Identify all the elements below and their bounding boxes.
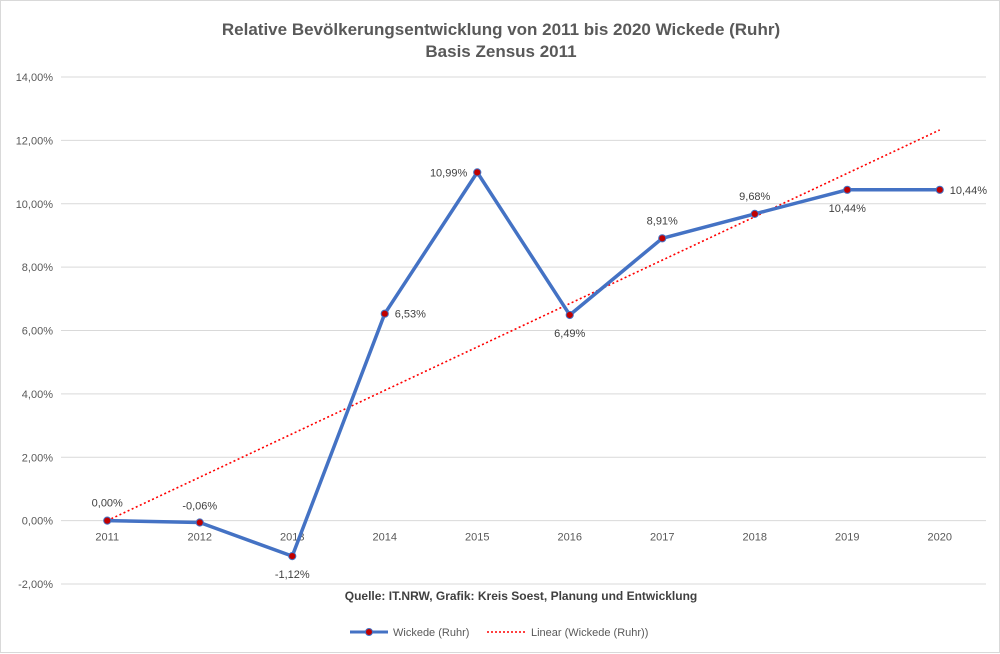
series-wickede (103, 168, 944, 561)
data-point (658, 234, 667, 243)
data-label: 0,00% (92, 498, 123, 510)
data-point (195, 518, 204, 527)
x-tick-label: 2011 (95, 532, 119, 544)
y-tick-label: 2,00% (22, 452, 53, 464)
data-label: 9,68% (739, 191, 770, 203)
x-tick-label: 2020 (928, 532, 952, 544)
y-tick-label: 12,00% (16, 135, 54, 147)
data-label: 10,44% (829, 203, 867, 215)
y-tick-label: 0,00% (22, 516, 53, 528)
series-line (107, 170, 940, 558)
x-tick-label: 2016 (558, 532, 582, 544)
data-label: 10,44% (950, 185, 988, 197)
x-axis-ticks: 2011 2012 2013 2014 2015 2016 2017 2018 2019 2020 (95, 532, 952, 544)
data-labels: 0,00% -0,06% -1,12% 6,53% 10,99% 6,49% 8,91% 9,… (92, 167, 988, 581)
x-tick-label: 2014 (373, 532, 397, 544)
data-label: -1,12% (275, 569, 310, 581)
data-point (750, 209, 759, 218)
legend-trend-label: Linear (Wickede (Ruhr)) (531, 627, 648, 639)
y-tick-label: 8,00% (22, 262, 53, 274)
y-tick-label: 14,00% (16, 72, 54, 84)
data-point (288, 552, 297, 561)
y-axis-ticks: -2,00% 0,00% 2,00% 4,00% 6,00% 8,00% 10,00% 12,… (16, 72, 54, 591)
data-label: 6,49% (554, 328, 585, 340)
data-point (103, 516, 112, 525)
trendline (106, 129, 941, 522)
legend-series-marker (365, 628, 373, 636)
x-tick-label: 2017 (650, 532, 674, 544)
data-point (843, 185, 852, 194)
data-point (935, 185, 944, 194)
data-label: 10,99% (430, 167, 468, 179)
chart-title: Relative Bevölkerungsentwicklung von 201… (222, 20, 780, 39)
y-tick-label: 10,00% (16, 199, 54, 211)
y-tick-label: 6,00% (22, 326, 53, 338)
x-tick-label: 2018 (743, 532, 767, 544)
data-label: 6,53% (395, 309, 426, 321)
data-point (565, 310, 574, 320)
chart-subtitle: Basis Zensus 2011 (425, 42, 576, 61)
x-tick-label: 2012 (188, 532, 212, 544)
y-tick-label: -2,00% (18, 579, 53, 591)
trendline-path (106, 129, 941, 522)
data-point (380, 309, 389, 318)
data-label: -0,06% (182, 501, 217, 513)
y-tick-label: 4,00% (22, 389, 53, 401)
x-tick-label: 2019 (835, 532, 859, 544)
data-label: 8,91% (647, 215, 678, 227)
gridlines (61, 76, 986, 585)
source-note: Quelle: IT.NRW, Grafik: Kreis Soest, Pla… (345, 589, 698, 603)
legend-series-label: Wickede (Ruhr) (393, 627, 469, 639)
data-point (473, 168, 482, 177)
x-tick-label: 2015 (465, 532, 489, 544)
legend: Wickede (Ruhr) Linear (Wickede (Ruhr)) (350, 627, 648, 639)
